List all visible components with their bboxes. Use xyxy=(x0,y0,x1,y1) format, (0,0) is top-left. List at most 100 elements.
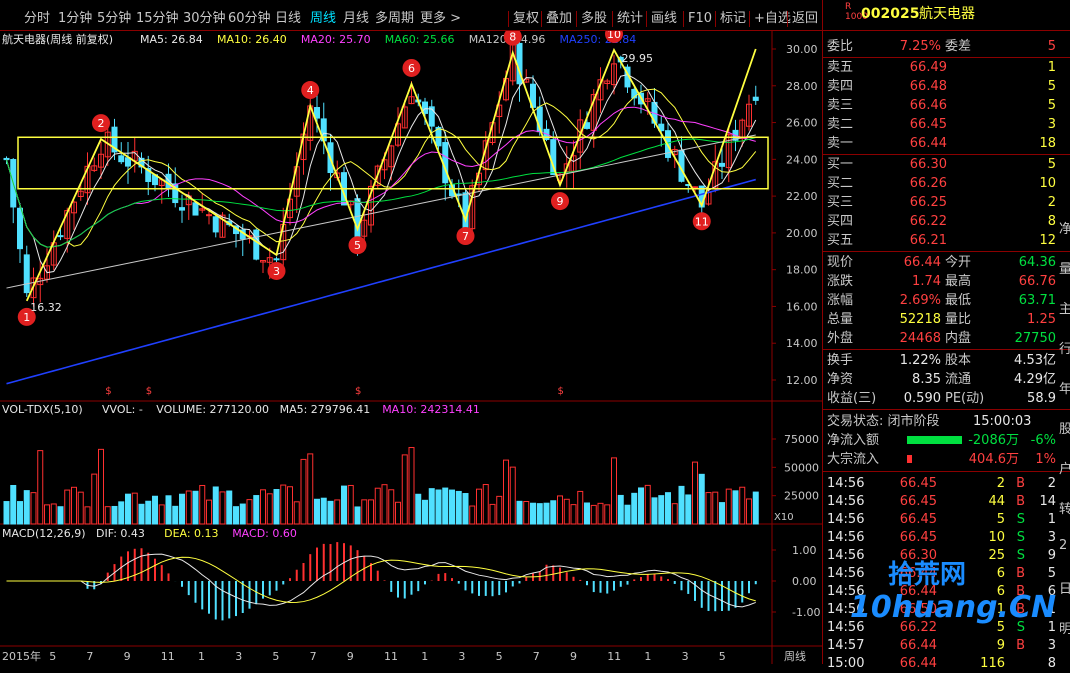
period-tab-3[interactable]: 15分钟 xyxy=(136,11,179,26)
period-tab-8[interactable]: 月线 xyxy=(343,11,370,26)
candle-body[interactable] xyxy=(746,103,752,127)
candle-body[interactable] xyxy=(192,202,199,216)
candle-body[interactable] xyxy=(57,235,64,238)
candle-body[interactable] xyxy=(563,163,570,173)
tool-button-0[interactable]: 复权 xyxy=(513,11,540,26)
tool-button-4[interactable]: 画线 xyxy=(651,11,678,26)
candle-body[interactable] xyxy=(604,80,611,84)
volume-bar xyxy=(563,498,570,525)
wave-marker-2[interactable] xyxy=(92,114,110,133)
candle-body[interactable] xyxy=(408,96,415,105)
candle-body[interactable] xyxy=(692,186,698,189)
kline-chart-area[interactable]: 30.00 28.00 26.00 24.00 22.00 20.00 18.00 16.00… xyxy=(0,24,822,664)
period-tab-6[interactable]: 日线 xyxy=(275,11,302,26)
candle-body[interactable] xyxy=(752,96,759,101)
candle-body[interactable] xyxy=(23,254,30,294)
volume-bar xyxy=(428,488,435,525)
side-tab-char[interactable]: 股 xyxy=(1059,422,1070,437)
kline-chart-svg[interactable]: 30.0028.0026.0024.0022.0020.0018.0016.00… xyxy=(0,24,822,664)
side-tab-char[interactable]: 年 xyxy=(1059,382,1070,397)
candle-body[interactable] xyxy=(17,207,23,250)
candle-body[interactable] xyxy=(577,119,584,153)
period-tab-5[interactable]: 60分钟 xyxy=(228,11,271,26)
wave-marker-1[interactable] xyxy=(17,307,36,326)
candle-body[interactable] xyxy=(98,153,104,168)
side-tab-char[interactable]: 户 xyxy=(1059,462,1070,477)
side-tab-char[interactable]: 行 xyxy=(1059,342,1070,357)
candle-body[interactable] xyxy=(118,155,125,163)
candle-body[interactable] xyxy=(644,98,651,102)
candle-body[interactable] xyxy=(374,165,381,186)
wave-marker-6[interactable] xyxy=(402,58,421,77)
side-tab-char[interactable]: 明 xyxy=(1059,622,1070,637)
candle-body[interactable] xyxy=(354,198,361,243)
candle-body[interactable] xyxy=(719,162,725,167)
candle-body[interactable] xyxy=(179,207,185,211)
period-tab-0[interactable]: 分时 xyxy=(24,11,51,26)
volume-bar xyxy=(381,484,388,525)
volume-bar xyxy=(260,489,266,525)
candle-body[interactable] xyxy=(631,88,638,99)
candle-body[interactable] xyxy=(111,126,118,153)
side-tab-char[interactable]: 转 xyxy=(1059,502,1070,517)
volume-bar xyxy=(422,499,428,525)
tool-button-6[interactable]: 标记 xyxy=(720,11,747,26)
candle-body[interactable] xyxy=(611,63,617,86)
candle-body[interactable] xyxy=(206,214,212,217)
candle-body[interactable] xyxy=(590,94,597,131)
candle-body[interactable] xyxy=(401,106,408,129)
candle-body[interactable] xyxy=(165,173,172,189)
side-tab-char[interactable]: 2 xyxy=(1059,538,1068,553)
side-tab-char[interactable]: 净 xyxy=(1059,222,1070,237)
candle-body[interactable] xyxy=(273,258,280,261)
candle-body[interactable] xyxy=(172,183,179,204)
candle-body[interactable] xyxy=(145,167,152,183)
candle-body[interactable] xyxy=(739,119,746,139)
period-tab-10[interactable]: 更多 > xyxy=(420,11,462,26)
side-tab-char[interactable]: 主 xyxy=(1059,302,1070,317)
period-tab-2[interactable]: 5分钟 xyxy=(97,11,132,26)
wave-marker-7[interactable] xyxy=(456,227,475,246)
candle-body[interactable] xyxy=(570,155,577,172)
tool-button-3[interactable]: 统计 xyxy=(617,11,644,26)
tool-button-8[interactable]: 返回 xyxy=(792,11,819,26)
wave-marker-3[interactable] xyxy=(267,261,286,280)
candle-body[interactable] xyxy=(84,165,91,194)
period-tab-4[interactable]: 30分钟 xyxy=(183,11,226,26)
candle-body[interactable] xyxy=(428,106,435,127)
side-tab-char[interactable]: 日 xyxy=(1059,582,1070,597)
period-tab-1[interactable]: 1分钟 xyxy=(58,11,93,26)
period-tab-9[interactable]: 多周期 xyxy=(375,11,415,26)
candle-body[interactable] xyxy=(314,107,320,119)
candle-body[interactable] xyxy=(725,134,732,169)
candle-body[interactable] xyxy=(253,229,260,260)
tool-button-5[interactable]: F10 xyxy=(688,11,713,26)
candle-body[interactable] xyxy=(71,201,77,214)
wave-marker-8[interactable] xyxy=(503,27,522,46)
candle-body[interactable] xyxy=(91,165,98,171)
candle-body[interactable] xyxy=(212,216,219,233)
candle-body[interactable] xyxy=(77,190,84,197)
tick-side: S xyxy=(1016,530,1025,545)
candle-body[interactable] xyxy=(368,185,374,226)
wave-marker-5[interactable] xyxy=(348,236,367,255)
tool-button-7[interactable]: +自选 xyxy=(754,11,791,26)
tool-button-1[interactable]: 叠加 xyxy=(546,11,573,26)
side-tab-char[interactable]: 量 xyxy=(1059,262,1070,277)
candle-body[interactable] xyxy=(266,257,273,263)
candle-body[interactable] xyxy=(395,123,401,146)
candle-body[interactable] xyxy=(260,260,266,263)
candle-body[interactable] xyxy=(219,214,226,238)
wave-marker-4[interactable] xyxy=(301,81,320,100)
candle-body[interactable] xyxy=(3,157,10,161)
candle-body[interactable] xyxy=(361,219,368,237)
period-tab-7[interactable]: 周线 xyxy=(310,11,337,26)
candle-body[interactable] xyxy=(422,101,428,114)
tool-button-2[interactable]: 多股 xyxy=(581,11,608,26)
candle-body[interactable] xyxy=(199,208,206,211)
candle-body[interactable] xyxy=(30,277,37,299)
wave-marker-9[interactable] xyxy=(551,192,569,211)
wave-marker-11[interactable] xyxy=(692,212,711,231)
time-axis-label-8: 7 xyxy=(310,650,317,663)
candle-body[interactable] xyxy=(388,145,395,168)
